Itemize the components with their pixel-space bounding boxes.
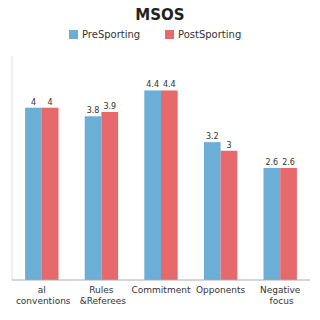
data-label: 4: [31, 98, 36, 107]
bars: [25, 90, 297, 280]
legend-swatch: [69, 30, 78, 39]
bar: [85, 116, 102, 280]
chart-svg: MSOS PreSporting PostSporting 4 3.8 4.4 3.2 2.6…: [0, 0, 320, 320]
bar: [204, 142, 221, 280]
x-tick-labels: al conventions Rules &Referees Commitment O…: [13, 285, 301, 306]
bar: [144, 90, 161, 280]
legend-swatch: [165, 30, 174, 39]
x-tick-label: Negative focus: [260, 285, 301, 306]
legend-label: PostSporting: [178, 29, 241, 40]
bar: [280, 168, 297, 280]
legend-label: PreSporting: [82, 29, 140, 40]
data-label: 2.6: [282, 158, 295, 167]
data-label: 2.6: [265, 158, 278, 167]
data-label: 4: [48, 98, 53, 107]
data-label: 3.8: [87, 106, 100, 115]
bar: [221, 151, 238, 280]
data-labels: 4 3.8 4.4 3.2 2.6 4 3.9 4.4 3 2.6: [31, 80, 295, 167]
bar: [25, 108, 42, 280]
bar: [101, 112, 118, 280]
data-label: 4.4: [146, 80, 159, 89]
x-tick-label: Rules &Referees: [77, 285, 127, 306]
chart-container: MSOS PreSporting PostSporting 4 3.8 4.4 3.2 2.6…: [0, 0, 320, 320]
bar: [161, 90, 178, 280]
data-label: 3: [226, 141, 231, 150]
bar: [264, 168, 281, 280]
data-label: 3.2: [206, 132, 219, 141]
x-axis-line: [12, 280, 310, 281]
x-tick-label: Commitment: [132, 285, 191, 295]
x-tick-label: al conventions: [13, 285, 71, 306]
title: MSOS: [135, 6, 184, 24]
x-tick-label: Opponents: [196, 285, 245, 295]
data-label: 4.4: [163, 80, 176, 89]
data-label: 3.9: [103, 102, 116, 111]
y-axis-line: [12, 56, 13, 280]
legend: PreSporting PostSporting: [69, 29, 241, 40]
bar: [42, 108, 59, 280]
